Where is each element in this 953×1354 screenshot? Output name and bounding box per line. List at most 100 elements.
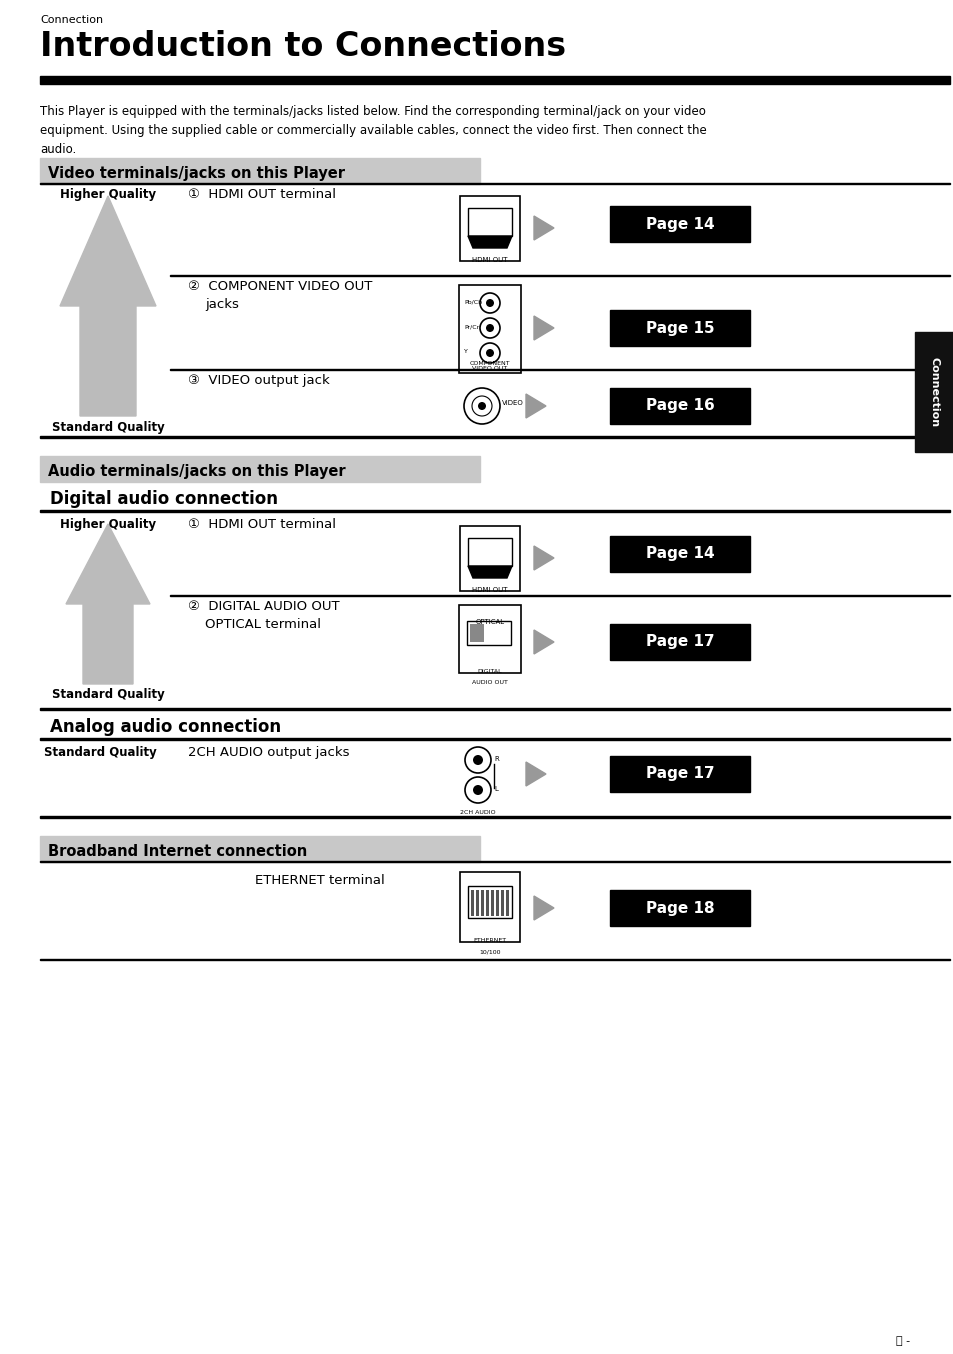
Bar [40,76,949,84]
Bar [491,890,494,917]
Polygon shape [534,546,554,570]
Bar [609,890,749,926]
Bar [459,525,519,590]
Text: Page 15: Page 15 [645,321,714,336]
Bar [468,209,512,236]
Text: Analog audio connection: Analog audio connection [50,718,281,737]
Text: ②  COMPONENT VIDEO OUT: ② COMPONENT VIDEO OUT [188,280,372,292]
Text: Y: Y [463,349,467,355]
Text: Standard Quality: Standard Quality [51,421,164,435]
Text: AUDIO OUT: AUDIO OUT [472,680,507,685]
Bar [40,959,949,960]
Text: Page 17: Page 17 [645,635,714,650]
Bar [609,624,749,659]
Bar [40,510,949,512]
Text: HDMI OUT: HDMI OUT [472,588,507,593]
Text: Higher Quality: Higher Quality [60,519,156,531]
Text: Broadband Internet connection: Broadband Internet connection [48,844,307,858]
Bar [40,456,479,482]
Text: ⓔ -: ⓔ - [895,1336,909,1346]
Polygon shape [534,217,554,240]
Polygon shape [534,315,554,340]
Text: L: L [494,787,497,792]
Text: Page 14: Page 14 [645,217,714,232]
Bar [40,708,949,709]
Text: Pr/Cr: Pr/Cr [463,325,478,329]
Bar [480,890,483,917]
Text: ①  HDMI OUT terminal: ① HDMI OUT terminal [188,519,335,531]
Text: Pb/Cb: Pb/Cb [463,299,481,305]
Text: 2CH AUDIO: 2CH AUDIO [459,810,496,815]
Polygon shape [534,896,554,919]
Circle shape [485,299,494,307]
Circle shape [477,402,485,410]
Polygon shape [66,524,150,684]
Bar [467,621,511,645]
Bar [40,738,949,741]
Text: VIDEO OUT: VIDEO OUT [472,366,507,371]
Bar [505,890,509,917]
Bar [500,890,503,917]
Text: Connection: Connection [40,15,103,24]
Text: Connection: Connection [928,357,939,427]
Bar [609,206,749,242]
Bar [468,886,512,918]
Text: jacks: jacks [205,298,238,311]
Text: Standard Quality: Standard Quality [44,746,156,760]
Text: OPTICAL: OPTICAL [475,619,504,626]
Bar [40,835,479,862]
Bar [496,890,498,917]
Circle shape [473,785,482,795]
Polygon shape [534,630,554,654]
Text: DIGITAL: DIGITAL [477,669,502,674]
Text: Higher Quality: Higher Quality [60,188,156,200]
Bar [609,310,749,347]
Text: Video terminals/jacks on this Player: Video terminals/jacks on this Player [48,167,345,181]
Bar [458,605,520,673]
Text: ③  VIDEO output jack: ③ VIDEO output jack [188,374,330,387]
Bar [476,890,478,917]
Text: Page 16: Page 16 [645,398,714,413]
Text: Introduction to Connections: Introduction to Connections [40,30,565,64]
Text: OPTICAL terminal: OPTICAL terminal [205,617,320,631]
Bar [470,624,483,642]
Polygon shape [468,236,512,248]
Circle shape [485,324,494,332]
Bar [40,861,949,862]
Text: Digital audio connection: Digital audio connection [50,490,277,508]
Text: Audio terminals/jacks on this Player: Audio terminals/jacks on this Player [48,464,345,479]
Bar [459,872,519,942]
Polygon shape [60,196,156,416]
Polygon shape [468,566,512,578]
Bar [609,389,749,424]
Bar [40,816,949,818]
Text: 2CH AUDIO output jacks: 2CH AUDIO output jacks [188,746,349,760]
Bar [609,756,749,792]
Text: This Player is equipped with the terminals/jacks listed below. Find the correspo: This Player is equipped with the termina… [40,106,706,156]
Bar [471,890,474,917]
Text: VIDEO: VIDEO [501,399,523,406]
Text: ETHERNET terminal: ETHERNET terminal [254,873,384,887]
Bar [40,436,949,437]
Text: 10/100: 10/100 [478,951,500,955]
Text: Standard Quality: Standard Quality [51,688,164,701]
Bar [40,158,479,184]
Bar [468,538,512,566]
Bar [609,536,749,571]
Text: Page 18: Page 18 [645,900,714,915]
Circle shape [485,349,494,357]
Text: R: R [494,756,498,762]
Text: Page 14: Page 14 [645,547,714,562]
Text: HDMI OUT: HDMI OUT [472,257,507,263]
Circle shape [473,756,482,765]
Bar [458,284,520,372]
Bar [459,196,519,261]
Polygon shape [525,762,545,787]
Bar [914,332,953,452]
Polygon shape [525,394,545,418]
Bar [40,183,949,184]
Text: ①  HDMI OUT terminal: ① HDMI OUT terminal [188,188,335,200]
Bar [485,890,489,917]
Text: ②  DIGITAL AUDIO OUT: ② DIGITAL AUDIO OUT [188,600,339,613]
Text: Page 17: Page 17 [645,766,714,781]
